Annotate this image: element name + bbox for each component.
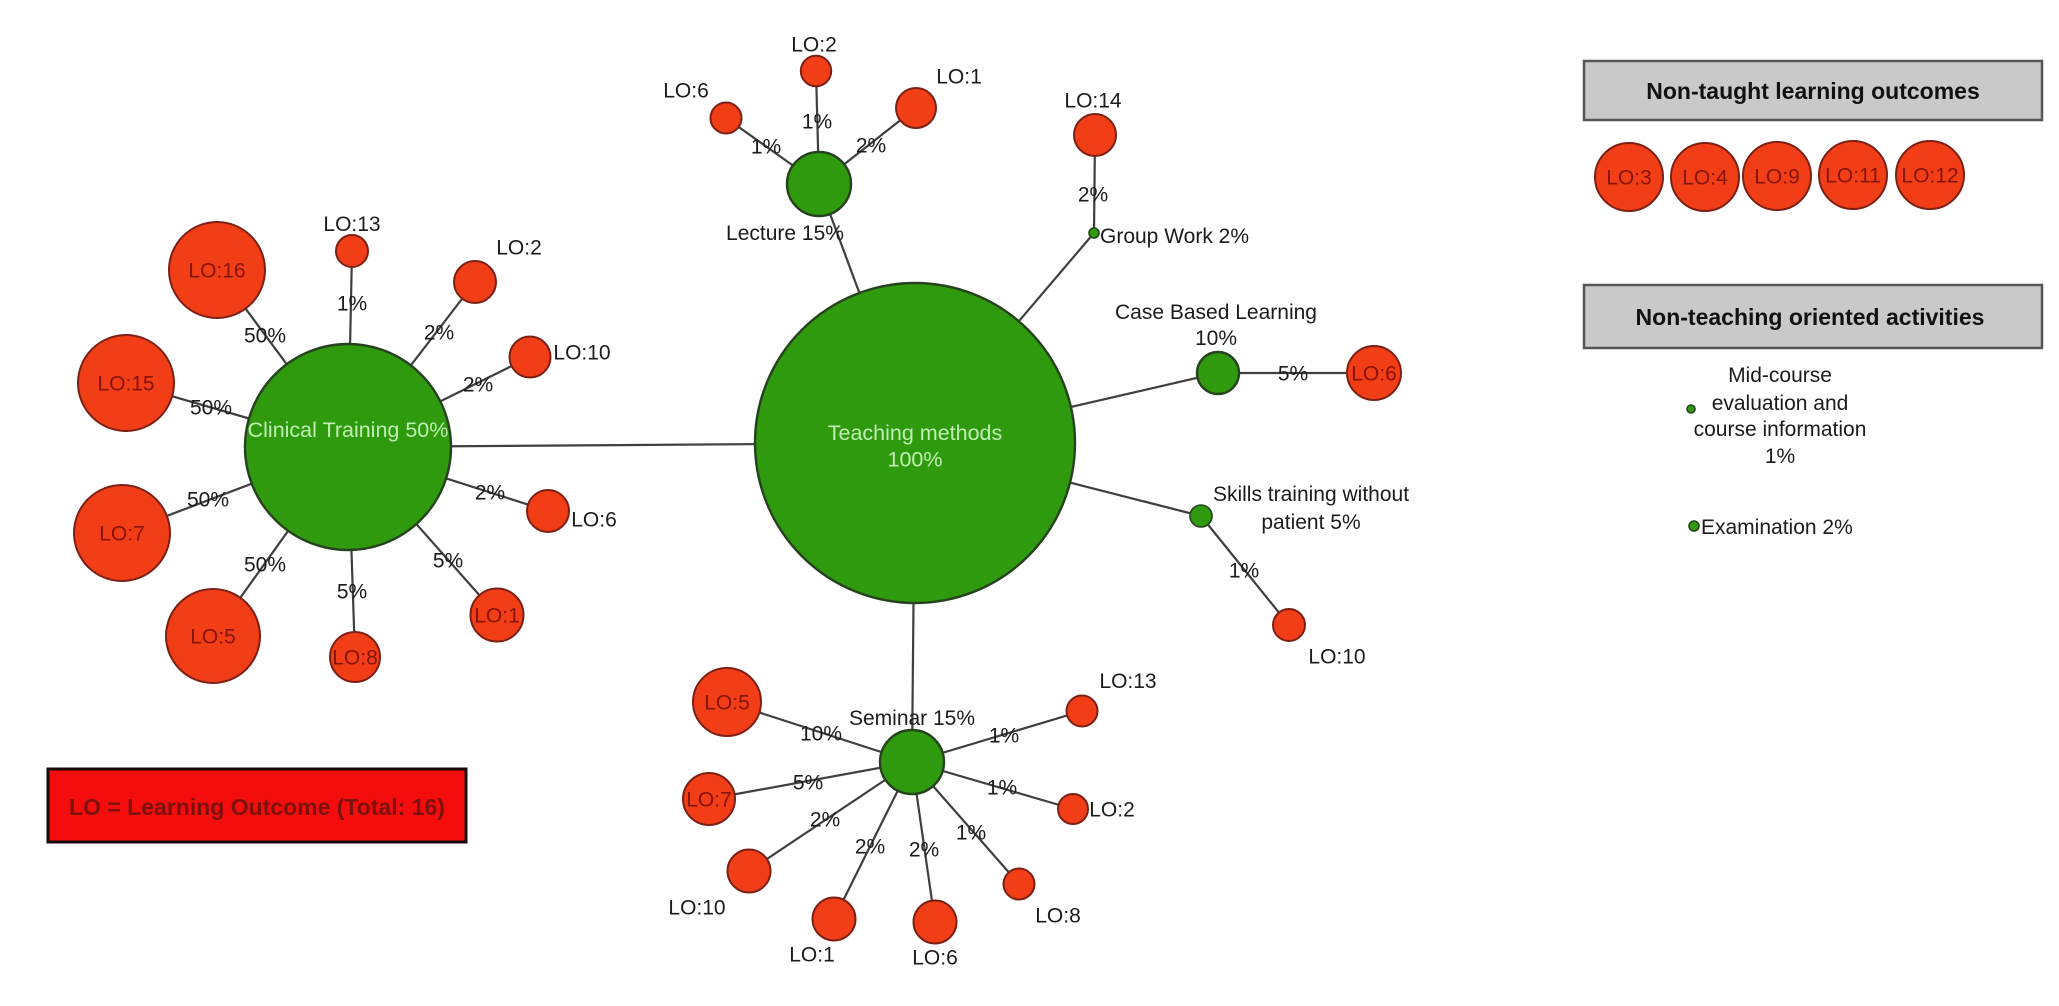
svg-text:LO:5: LO:5 — [704, 692, 750, 715]
svg-text:1%: 1% — [956, 822, 986, 845]
svg-text:LO:6: LO:6 — [663, 80, 709, 103]
svg-text:2%: 2% — [810, 809, 840, 832]
svg-text:LO:8: LO:8 — [332, 647, 378, 670]
svg-text:1%: 1% — [1229, 560, 1259, 583]
svg-text:5%: 5% — [433, 550, 463, 573]
svg-text:Mid-course: Mid-course — [1728, 364, 1832, 387]
svg-text:Group Work 2%: Group Work 2% — [1100, 225, 1249, 248]
svg-text:10%: 10% — [800, 723, 842, 746]
svg-text:Examination 2%: Examination 2% — [1701, 516, 1853, 539]
svg-text:10%: 10% — [1195, 327, 1237, 350]
svg-text:Non-teaching oriented activiti: Non-teaching oriented activities — [1636, 304, 1985, 330]
svg-text:LO:2: LO:2 — [1089, 799, 1135, 822]
svg-text:LO:6: LO:6 — [912, 947, 958, 970]
svg-text:LO:13: LO:13 — [323, 213, 380, 236]
svg-text:LO:9: LO:9 — [1754, 166, 1800, 189]
svg-text:2%: 2% — [475, 482, 505, 505]
svg-text:50%: 50% — [244, 325, 286, 348]
svg-text:LO:13: LO:13 — [1099, 670, 1156, 693]
svg-text:LO:2: LO:2 — [791, 34, 837, 57]
svg-text:1%: 1% — [987, 777, 1017, 800]
svg-text:LO:2: LO:2 — [496, 237, 542, 260]
svg-text:Clinical Training 50%: Clinical Training 50% — [248, 418, 449, 442]
svg-text:Seminar 15%: Seminar 15% — [849, 707, 975, 730]
svg-text:LO:1: LO:1 — [936, 66, 982, 89]
svg-text:LO:7: LO:7 — [99, 523, 145, 546]
svg-text:LO:12: LO:12 — [1901, 165, 1958, 188]
svg-text:5%: 5% — [1278, 363, 1308, 386]
svg-text:1%: 1% — [989, 725, 1019, 748]
svg-text:2%: 2% — [909, 839, 939, 862]
svg-text:Case Based Learning: Case Based Learning — [1115, 301, 1317, 324]
svg-text:LO = Learning Outcome (Total:: LO = Learning Outcome (Total: 16) — [69, 794, 445, 820]
svg-text:LO:5: LO:5 — [190, 626, 236, 649]
svg-text:2%: 2% — [424, 322, 454, 345]
svg-text:LO:1: LO:1 — [789, 944, 835, 967]
svg-text:50%: 50% — [244, 554, 286, 577]
svg-text:LO:6: LO:6 — [571, 509, 617, 532]
svg-text:2%: 2% — [1078, 184, 1108, 207]
svg-text:LO:16: LO:16 — [188, 260, 245, 283]
svg-text:2%: 2% — [463, 374, 493, 397]
svg-text:patient 5%: patient 5% — [1261, 511, 1360, 534]
svg-text:LO:10: LO:10 — [668, 897, 725, 920]
svg-text:LO:1: LO:1 — [474, 605, 520, 628]
svg-text:LO:10: LO:10 — [1308, 646, 1365, 669]
svg-text:1%: 1% — [337, 293, 367, 316]
svg-text:LO:4: LO:4 — [1682, 167, 1728, 190]
svg-text:1%: 1% — [751, 136, 781, 159]
svg-text:LO:8: LO:8 — [1035, 905, 1081, 928]
svg-text:LO:6: LO:6 — [1351, 363, 1397, 386]
svg-text:Non-taught learning outcomes: Non-taught learning outcomes — [1646, 78, 1980, 104]
svg-text:Lecture 15%: Lecture 15% — [726, 222, 844, 245]
svg-text:Teaching methods: Teaching methods — [828, 421, 1003, 445]
svg-text:Skills training without: Skills training without — [1213, 483, 1409, 506]
svg-text:LO:3: LO:3 — [1606, 167, 1652, 190]
svg-text:evaluation and: evaluation and — [1712, 392, 1849, 415]
svg-text:5%: 5% — [337, 581, 367, 604]
svg-text:LO:15: LO:15 — [97, 373, 154, 396]
svg-text:LO:7: LO:7 — [686, 789, 732, 812]
svg-text:1%: 1% — [802, 111, 832, 134]
svg-text:1%: 1% — [1765, 445, 1795, 468]
svg-text:2%: 2% — [855, 836, 885, 859]
svg-text:50%: 50% — [190, 397, 232, 420]
svg-text:LO:14: LO:14 — [1064, 90, 1122, 113]
svg-text:5%: 5% — [793, 772, 823, 795]
svg-text:2%: 2% — [856, 135, 886, 158]
svg-text:course information: course information — [1694, 418, 1867, 441]
svg-text:LO:11: LO:11 — [1825, 165, 1881, 188]
svg-text:50%: 50% — [187, 489, 229, 512]
svg-text:LO:10: LO:10 — [553, 342, 610, 365]
svg-text:100%: 100% — [888, 448, 943, 472]
